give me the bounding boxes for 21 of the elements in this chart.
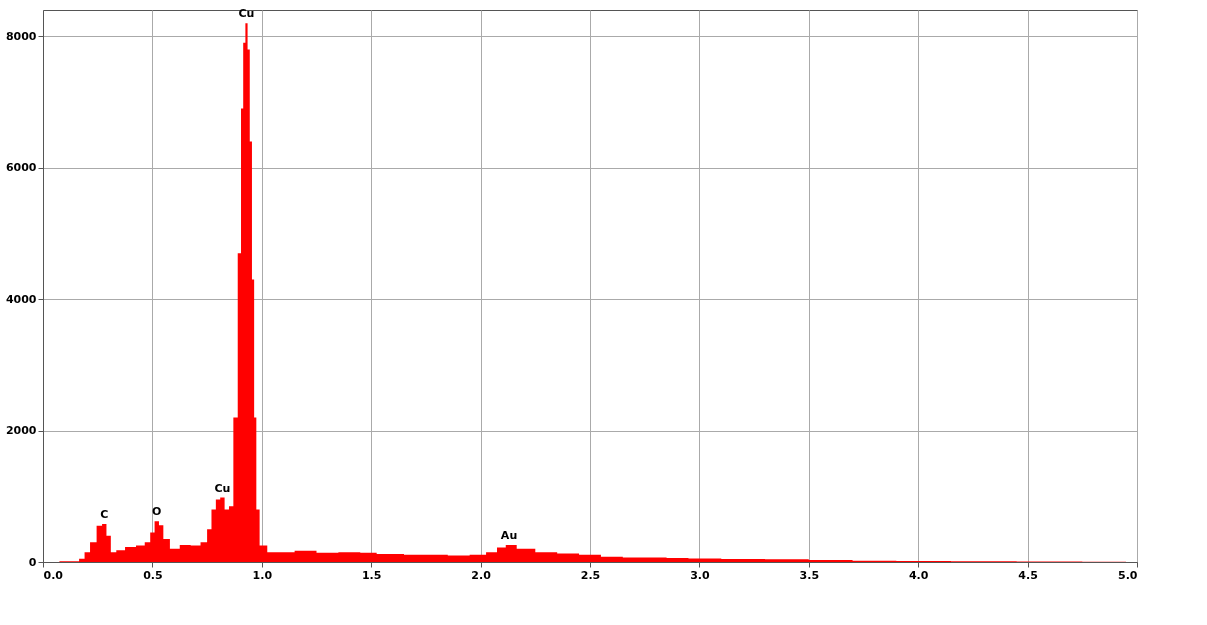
x-tick-label: 0.0 [43, 568, 64, 582]
y-tick-label: 8000 [5, 29, 37, 43]
x-tick-label: 5.0 [1118, 568, 1138, 582]
x-tick-label: 1.5 [361, 568, 382, 582]
y-tick-label: 0 [28, 555, 37, 569]
x-tick-label: 0.5 [143, 568, 163, 582]
x-tick-label: 2.0 [471, 568, 492, 582]
y-tick-label: 6000 [5, 161, 37, 175]
x-tick-label: 2.5 [580, 568, 601, 582]
x-tick-label: 4.5 [1018, 568, 1038, 582]
annotation: C [100, 507, 109, 521]
annotation: O [152, 505, 162, 519]
annotation: Cu [238, 7, 255, 21]
y-tick-label: 4000 [5, 292, 37, 306]
x-tick-label: 3.0 [690, 568, 710, 582]
annotation: Cu [214, 481, 231, 495]
annotation: Au [500, 528, 518, 542]
x-tick-label: 4.0 [908, 568, 929, 582]
y-tick-label: 2000 [5, 424, 37, 438]
x-tick-label: 1.0 [252, 568, 273, 582]
x-tick-label: 3.5 [799, 568, 820, 582]
